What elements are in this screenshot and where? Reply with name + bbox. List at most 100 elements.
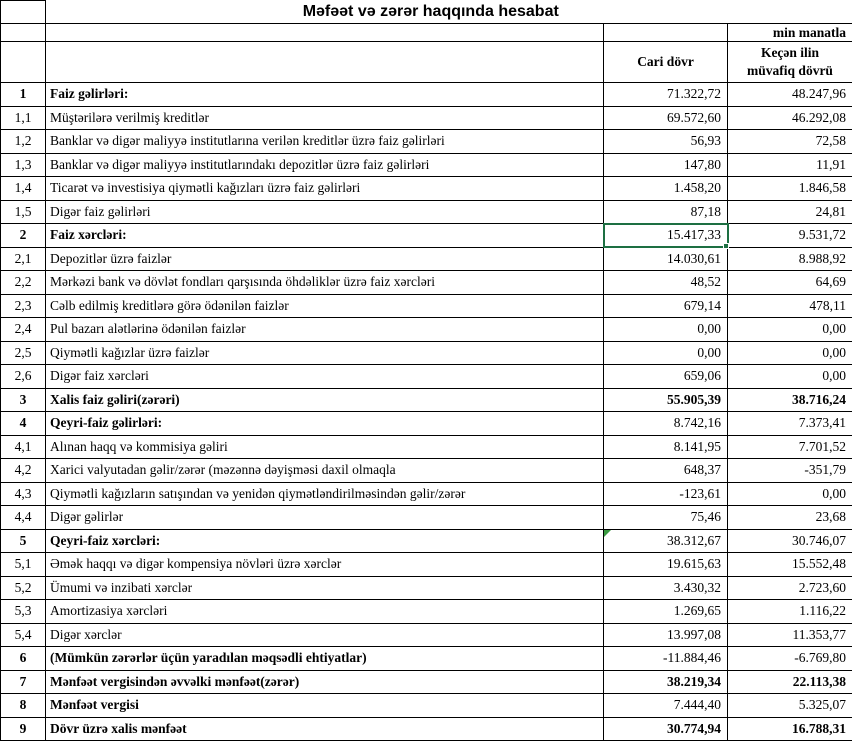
current-value-cell[interactable]: 7.444,40 xyxy=(603,693,728,718)
row-label-cell[interactable]: Mərkəzi bank və dövlət fondları qarşısın… xyxy=(45,270,604,295)
row-label-cell[interactable]: Faiz xərcləri: xyxy=(45,223,604,248)
row-label-cell[interactable]: Depozitlər üzrə faizlər xyxy=(45,246,604,271)
row-num-cell[interactable]: 5,4 xyxy=(0,622,46,647)
previous-value-cell[interactable]: 30.746,07 xyxy=(727,528,852,553)
row-label-cell[interactable]: Ticarət və investisiya qiymətli kağızlar… xyxy=(45,176,604,201)
current-value-cell[interactable]: 147,80 xyxy=(603,152,728,177)
current-value-cell[interactable]: 38.312,67 xyxy=(603,528,728,553)
row-num-cell[interactable]: 2,1 xyxy=(0,246,46,271)
previous-value-cell[interactable]: 0,00 xyxy=(727,481,852,506)
row-num-cell[interactable]: 1,3 xyxy=(0,152,46,177)
previous-value-cell[interactable]: 0,00 xyxy=(727,317,852,342)
unit-row-cell-current[interactable] xyxy=(603,23,728,42)
row-label-cell[interactable]: Amortizasiya xərcləri xyxy=(45,599,604,624)
unit-label[interactable]: min manatla xyxy=(727,23,852,42)
column-header-current[interactable]: Cari dövr xyxy=(603,41,728,83)
current-value-cell[interactable]: 19.615,63 xyxy=(603,552,728,577)
header-label-cell[interactable] xyxy=(45,41,604,83)
row-label-cell[interactable]: Qiymətli kağızlar üzrə faizlər xyxy=(45,340,604,365)
row-num-cell[interactable]: 2,3 xyxy=(0,293,46,318)
current-value-cell[interactable]: 69.572,60 xyxy=(603,105,728,130)
current-value-cell[interactable]: 1.269,65 xyxy=(603,599,728,624)
row-num-cell[interactable]: 1,5 xyxy=(0,199,46,224)
row-label-cell[interactable]: Pul bazarı alətlərinə ödənilən faizlər xyxy=(45,317,604,342)
row-label-cell[interactable]: Xalis faiz gəliri(zərəri) xyxy=(45,387,604,412)
row-label-cell[interactable]: Banklar və digər maliyyə institutlarında… xyxy=(45,152,604,177)
row-num-cell[interactable]: 6 xyxy=(0,646,46,671)
current-value-cell[interactable]: 1.458,20 xyxy=(603,176,728,201)
previous-value-cell[interactable]: 11.353,77 xyxy=(727,622,852,647)
previous-value-cell[interactable]: 7.701,52 xyxy=(727,434,852,459)
previous-value-cell[interactable]: 72,58 xyxy=(727,129,852,154)
previous-value-cell[interactable]: -6.769,80 xyxy=(727,646,852,671)
row-num-cell[interactable]: 1 xyxy=(0,82,46,107)
header-num-cell[interactable] xyxy=(0,41,46,83)
row-num-cell[interactable]: 4,2 xyxy=(0,458,46,483)
row-label-cell[interactable]: Xarici valyutadan gəlir/zərər (məzənnə d… xyxy=(45,458,604,483)
row-num-cell[interactable]: 2,4 xyxy=(0,317,46,342)
previous-value-cell[interactable]: 8.988,92 xyxy=(727,246,852,271)
row-num-cell[interactable]: 7 xyxy=(0,669,46,694)
row-label-cell[interactable]: Faiz gəlirləri: xyxy=(45,82,604,107)
current-value-cell[interactable]: 648,37 xyxy=(603,458,728,483)
row-num-cell[interactable]: 1,1 xyxy=(0,105,46,130)
current-value-cell[interactable]: -123,61 xyxy=(603,481,728,506)
row-num-cell[interactable]: 5,3 xyxy=(0,599,46,624)
row-num-cell[interactable]: 2,5 xyxy=(0,340,46,365)
current-value-cell[interactable]: 14.030,61 xyxy=(603,246,728,271)
previous-value-cell[interactable]: 0,00 xyxy=(727,364,852,389)
current-value-cell[interactable]: 30.774,94 xyxy=(603,716,728,741)
row-num-cell[interactable]: 9 xyxy=(0,716,46,741)
current-value-cell[interactable]: 38.219,34 xyxy=(603,669,728,694)
previous-value-cell[interactable]: 5.325,07 xyxy=(727,693,852,718)
row-label-cell[interactable]: Mənfəət vergisi xyxy=(45,693,604,718)
previous-value-cell[interactable]: 48.247,96 xyxy=(727,82,852,107)
previous-value-cell[interactable]: 23,68 xyxy=(727,505,852,530)
column-header-previous[interactable]: Keçən ilin müvafiq dövrü xyxy=(727,41,852,83)
previous-value-cell[interactable]: 38.716,24 xyxy=(727,387,852,412)
current-value-cell[interactable]: 3.430,32 xyxy=(603,575,728,600)
row-num-cell[interactable]: 5 xyxy=(0,528,46,553)
current-value-cell[interactable]: 87,18 xyxy=(603,199,728,224)
row-num-cell[interactable]: 2,6 xyxy=(0,364,46,389)
current-value-cell[interactable]: 15.417,33 xyxy=(602,222,730,249)
previous-value-cell[interactable]: 2.723,60 xyxy=(727,575,852,600)
row-label-cell[interactable]: Alınan haqq və kommisiya gəliri xyxy=(45,434,604,459)
current-value-cell[interactable]: 71.322,72 xyxy=(603,82,728,107)
previous-value-cell[interactable]: 64,69 xyxy=(727,270,852,295)
row-num-cell[interactable]: 2 xyxy=(0,223,46,248)
row-num-cell[interactable]: 8 xyxy=(0,693,46,718)
previous-value-cell[interactable]: 46.292,08 xyxy=(727,105,852,130)
row-label-cell[interactable]: (Mümkün zərərlər üçün yaradılan məqsədli… xyxy=(45,646,604,671)
current-value-cell[interactable]: 0,00 xyxy=(603,317,728,342)
previous-value-cell[interactable]: 22.113,38 xyxy=(727,669,852,694)
previous-value-cell[interactable]: 15.552,48 xyxy=(727,552,852,577)
unit-row-cell-label[interactable] xyxy=(45,23,604,42)
row-num-cell[interactable]: 1,2 xyxy=(0,129,46,154)
current-value-cell[interactable]: 55.905,39 xyxy=(603,387,728,412)
row-num-cell[interactable]: 1,4 xyxy=(0,176,46,201)
previous-value-cell[interactable]: 1.116,22 xyxy=(727,599,852,624)
previous-value-cell[interactable]: 24,81 xyxy=(727,199,852,224)
current-value-cell[interactable]: -11.884,46 xyxy=(603,646,728,671)
previous-value-cell[interactable]: 11,91 xyxy=(727,152,852,177)
row-label-cell[interactable]: Mənfəət vergisindən əvvəlki mənfəət(zərə… xyxy=(45,669,604,694)
row-label-cell[interactable]: Əmək haqqı və digər kompensiya növləri ü… xyxy=(45,552,604,577)
row-label-cell[interactable]: Digər gəlirlər xyxy=(45,505,604,530)
current-value-cell[interactable]: 659,06 xyxy=(603,364,728,389)
row-label-cell[interactable]: Dövr üzrə xalis mənfəət xyxy=(45,716,604,741)
row-num-cell[interactable]: 5,2 xyxy=(0,575,46,600)
row-label-cell[interactable]: Ümumi və inzibati xərclər xyxy=(45,575,604,600)
previous-value-cell[interactable]: -351,79 xyxy=(727,458,852,483)
row-num-cell[interactable]: 4,3 xyxy=(0,481,46,506)
unit-row-cell-num[interactable] xyxy=(0,23,46,42)
previous-value-cell[interactable]: 478,11 xyxy=(727,293,852,318)
row-label-cell[interactable]: Qeyri-faiz xərcləri: xyxy=(45,528,604,553)
current-value-cell[interactable]: 75,46 xyxy=(603,505,728,530)
corner-cell[interactable] xyxy=(0,0,46,24)
row-num-cell[interactable]: 4,4 xyxy=(0,505,46,530)
row-label-cell[interactable]: Digər xərclər xyxy=(45,622,604,647)
row-label-cell[interactable]: Qiymətli kağızların satışından və yenidə… xyxy=(45,481,604,506)
row-num-cell[interactable]: 4,1 xyxy=(0,434,46,459)
previous-value-cell[interactable]: 1.846,58 xyxy=(727,176,852,201)
